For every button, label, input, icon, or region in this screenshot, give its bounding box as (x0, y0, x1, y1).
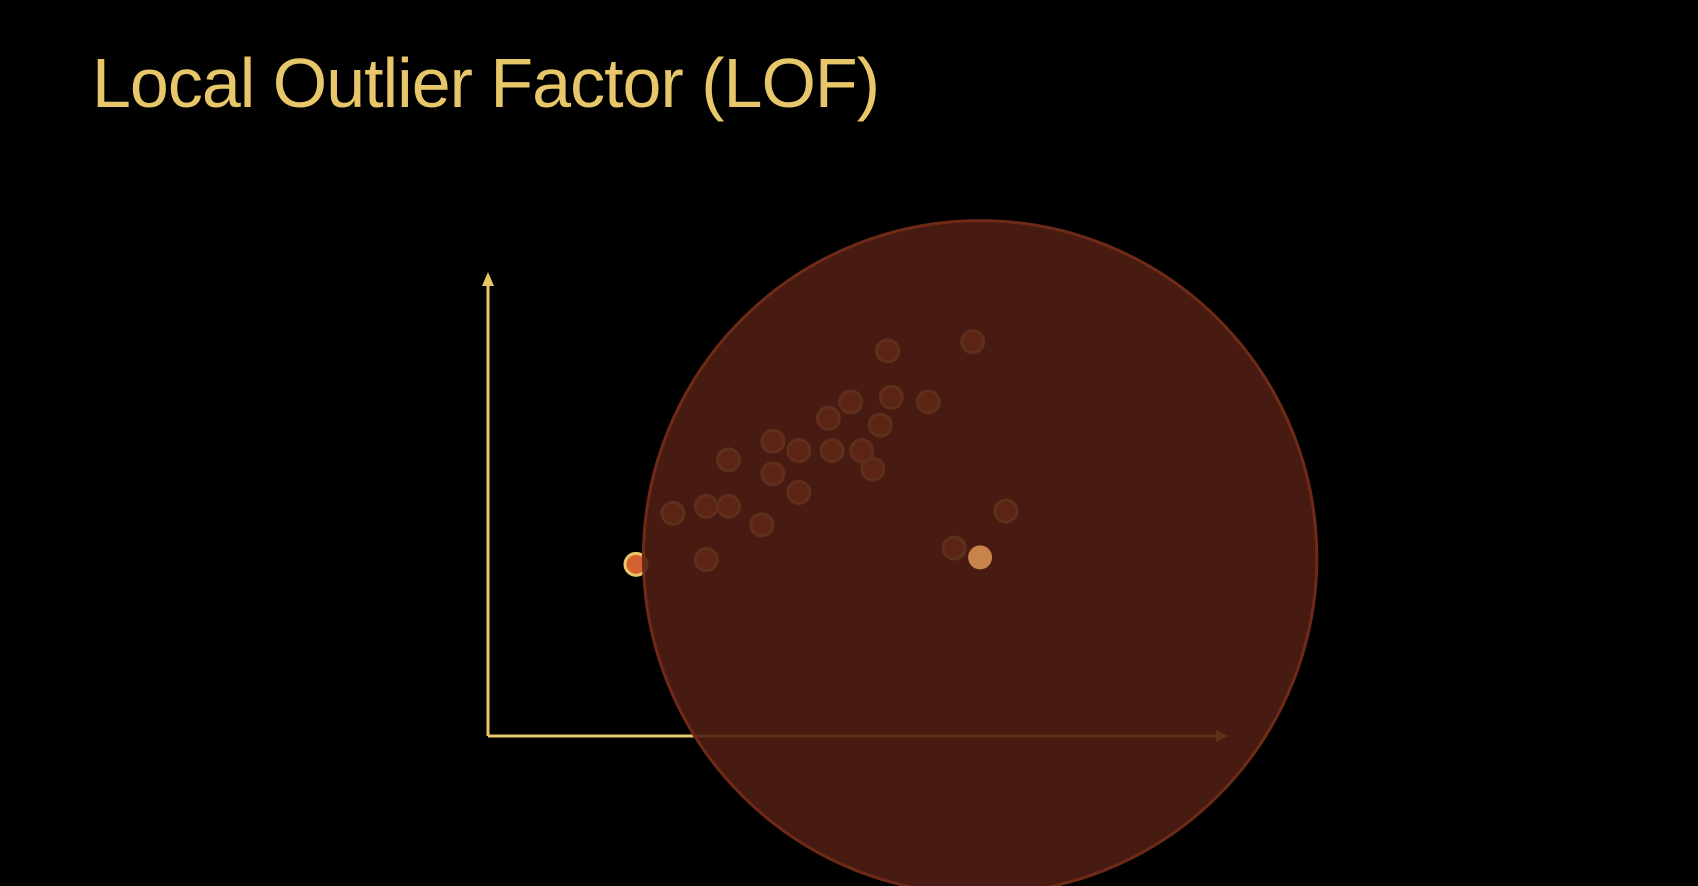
slide-title: Local Outlier Factor (LOF) (92, 44, 880, 122)
y-axis-arrow (482, 272, 494, 286)
query-point (968, 545, 993, 570)
